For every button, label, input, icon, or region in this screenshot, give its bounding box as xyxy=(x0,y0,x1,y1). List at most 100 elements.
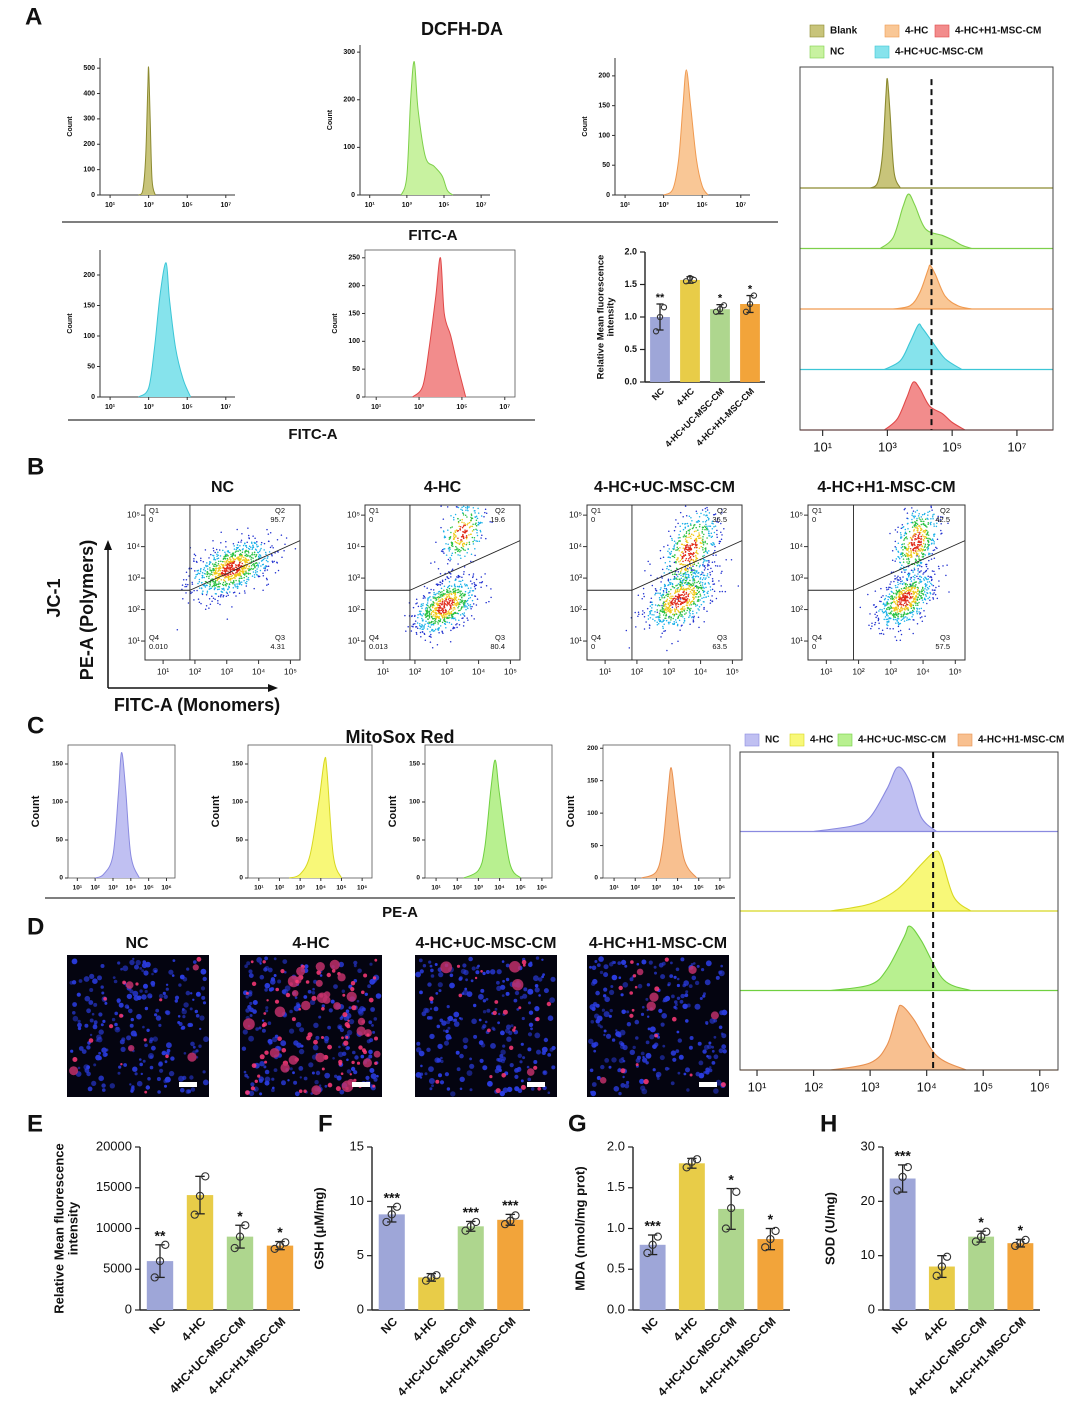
event-dot xyxy=(445,542,447,545)
event-dot xyxy=(669,607,672,610)
event-dot xyxy=(455,596,458,599)
event-dot xyxy=(467,604,470,607)
event-dot xyxy=(702,563,704,566)
event-dot xyxy=(224,558,227,560)
y-tick-label: 10⁵ xyxy=(127,509,140,519)
event-dot xyxy=(684,505,687,507)
event-dot xyxy=(901,564,903,567)
event-dot xyxy=(908,542,911,545)
nucleus xyxy=(154,1013,158,1017)
event-dot xyxy=(915,602,917,604)
event-dot xyxy=(670,597,672,600)
event-dot xyxy=(916,575,918,578)
event-dot xyxy=(660,581,662,583)
event-dot xyxy=(677,522,679,525)
histogram-curve xyxy=(879,193,972,250)
event-dot xyxy=(692,543,695,545)
event-dot xyxy=(435,541,437,543)
event-dot xyxy=(906,619,908,621)
event-dot xyxy=(703,551,705,554)
event-dot xyxy=(198,587,201,589)
event-dot xyxy=(265,553,267,556)
event-dot xyxy=(900,527,903,530)
event-dot xyxy=(294,547,297,550)
histogram-curve xyxy=(289,756,342,879)
y-tick-label: 10⁴ xyxy=(569,541,582,551)
event-dot xyxy=(236,544,239,546)
event-dot xyxy=(421,614,423,617)
event-dot xyxy=(666,598,669,600)
event-dot xyxy=(711,535,714,538)
event-dot xyxy=(250,546,252,549)
event-dot xyxy=(228,583,231,585)
event-dot xyxy=(906,583,909,586)
event-dot xyxy=(441,603,444,605)
event-dot xyxy=(915,548,917,550)
event-dot xyxy=(909,583,911,586)
event-dot xyxy=(196,589,198,592)
nucleus xyxy=(168,1070,175,1077)
significance: *** xyxy=(894,1148,911,1164)
event-dot xyxy=(222,558,225,560)
y-tick-label: 10¹ xyxy=(570,635,582,645)
event-dot xyxy=(454,585,456,588)
event-dot xyxy=(246,578,248,581)
event-dot xyxy=(427,597,429,599)
event-dot xyxy=(711,578,714,580)
event-dot xyxy=(914,595,917,597)
significance: * xyxy=(748,283,753,295)
event-dot xyxy=(927,578,930,580)
nucleus xyxy=(158,1061,163,1067)
event-dot xyxy=(714,545,716,548)
event-dot xyxy=(217,574,219,577)
event-dot xyxy=(700,603,703,606)
event-dot xyxy=(705,514,707,517)
event-dot xyxy=(425,612,428,614)
event-dot xyxy=(908,585,910,588)
quadrant-name: Q2 xyxy=(717,506,727,515)
event-dot xyxy=(250,556,253,559)
event-dot xyxy=(883,618,885,621)
event-dot xyxy=(212,565,215,567)
event-dot xyxy=(916,607,918,610)
event-dot xyxy=(637,615,639,617)
event-dot xyxy=(458,580,460,583)
event-dot xyxy=(451,543,454,546)
event-dot xyxy=(436,643,439,646)
event-dot xyxy=(426,622,429,624)
nucleus xyxy=(92,1024,98,1030)
x-tick-label: 10⁷ xyxy=(220,404,231,411)
event-dot xyxy=(881,609,883,611)
event-dot xyxy=(885,614,888,616)
event-dot xyxy=(703,514,705,516)
event-dot xyxy=(694,575,697,578)
event-dot xyxy=(678,590,680,593)
event-dot xyxy=(472,603,475,605)
event-dot xyxy=(421,619,424,622)
event-dot xyxy=(444,603,446,605)
event-dot xyxy=(923,520,925,523)
event-dot xyxy=(265,559,268,562)
event-dot xyxy=(898,591,901,594)
y-tick-label: 10³ xyxy=(348,572,360,582)
nucleus xyxy=(143,970,149,976)
event-dot xyxy=(243,570,245,572)
event-dot xyxy=(887,606,889,609)
event-dot xyxy=(448,550,451,552)
event-dot xyxy=(438,600,441,603)
event-dot xyxy=(661,606,664,608)
significance: *** xyxy=(644,1218,661,1234)
event-dot xyxy=(668,609,670,612)
event-dot xyxy=(693,569,696,571)
event-dot xyxy=(435,603,438,605)
event-dot xyxy=(924,531,926,534)
event-dot xyxy=(695,612,698,614)
event-dot xyxy=(468,541,471,543)
event-dot xyxy=(712,523,714,525)
event-dot xyxy=(442,607,444,609)
x-tick-label: 10⁶ xyxy=(161,885,171,892)
event-dot xyxy=(651,601,653,603)
event-dot xyxy=(936,538,939,541)
y-tick-label: 100 xyxy=(587,810,598,817)
